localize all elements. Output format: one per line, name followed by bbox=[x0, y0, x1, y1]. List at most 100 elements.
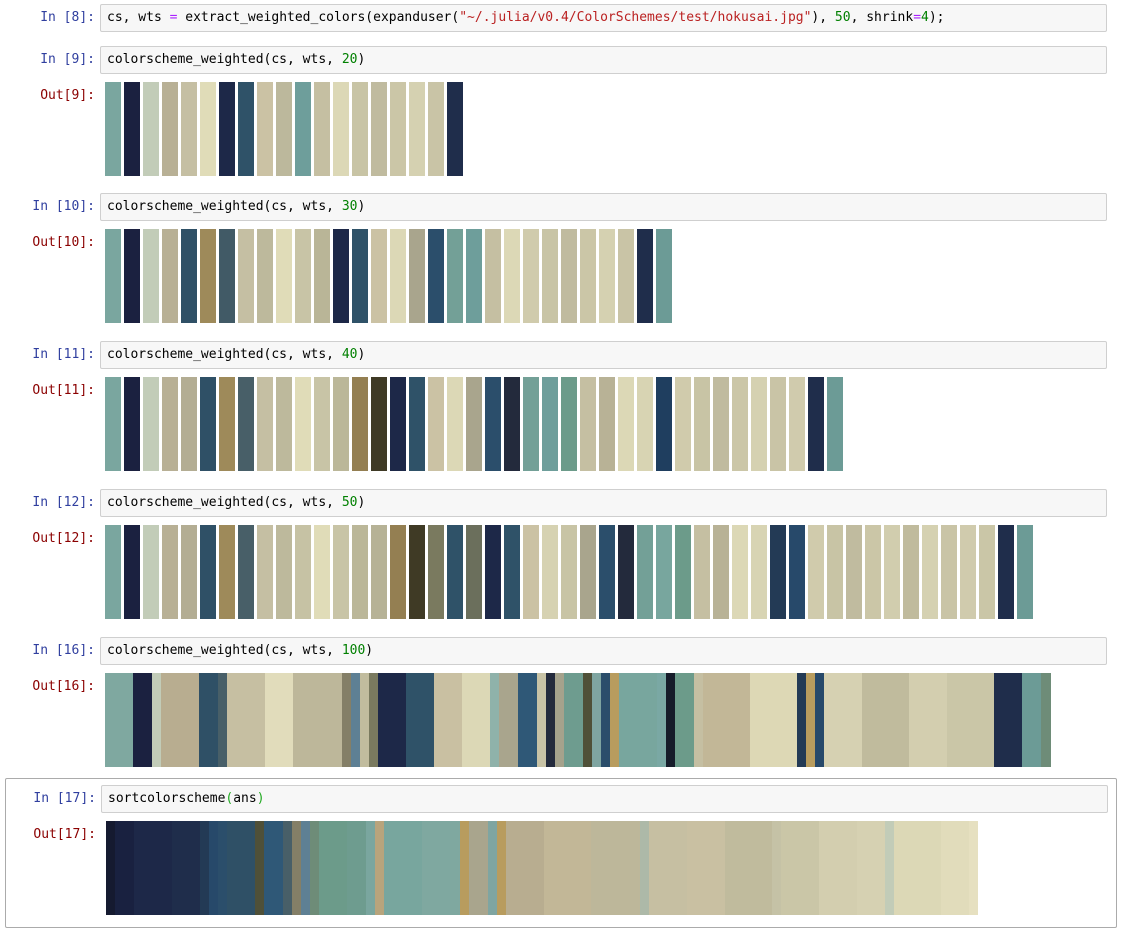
color-swatch bbox=[276, 229, 292, 323]
notebook-cell[interactable]: In [9]: colorscheme_weighted(cs, wts, 20)… bbox=[5, 46, 1115, 188]
color-swatch bbox=[903, 525, 919, 619]
color-swatch bbox=[257, 82, 273, 176]
color-swatch bbox=[181, 82, 197, 176]
color-swatch bbox=[469, 821, 488, 915]
color-swatch bbox=[409, 525, 425, 619]
output-prompt: Out[10]: bbox=[32, 235, 95, 250]
color-swatch bbox=[797, 673, 806, 767]
color-swatch bbox=[283, 821, 292, 915]
color-swatch bbox=[618, 229, 634, 323]
color-swatch bbox=[824, 673, 862, 767]
color-swatch bbox=[815, 673, 824, 767]
color-swatch bbox=[105, 229, 121, 323]
color-swatch-strip bbox=[105, 673, 1051, 767]
color-swatch bbox=[295, 229, 311, 323]
color-swatch bbox=[301, 821, 310, 915]
color-swatch bbox=[105, 673, 133, 767]
color-swatch bbox=[619, 673, 657, 767]
color-swatch bbox=[200, 525, 216, 619]
input-prompt: In [8]: bbox=[40, 10, 95, 25]
color-swatch bbox=[200, 377, 216, 471]
code-input[interactable]: colorscheme_weighted(cs, wts, 100) bbox=[100, 637, 1107, 665]
color-swatch bbox=[351, 673, 360, 767]
notebook-cell[interactable]: In [10]: colorscheme_weighted(cs, wts, 30… bbox=[5, 193, 1115, 335]
color-swatch bbox=[352, 229, 368, 323]
color-swatch bbox=[219, 377, 235, 471]
notebook-cell[interactable]: In [17]: sortcolorscheme(ans) Out[17]: bbox=[5, 778, 1117, 928]
code-input[interactable]: colorscheme_weighted(cs, wts, 20) bbox=[100, 46, 1107, 74]
color-swatch bbox=[143, 229, 159, 323]
notebook-cell[interactable]: In [16]: colorscheme_weighted(cs, wts, 10… bbox=[5, 637, 1115, 779]
notebook-cell[interactable]: In [8]: cs, wts = extract_weighted_colors… bbox=[5, 4, 1115, 34]
output-prompt: Out[17]: bbox=[33, 827, 96, 842]
notebook-cell[interactable]: In [12]: colorscheme_weighted(cs, wts, 50… bbox=[5, 489, 1115, 631]
color-swatch bbox=[390, 377, 406, 471]
color-swatch bbox=[462, 673, 490, 767]
code-token: colorscheme_weighted(cs, wts, bbox=[107, 347, 342, 362]
color-swatch bbox=[422, 821, 460, 915]
color-swatch bbox=[542, 377, 558, 471]
code-token: ) bbox=[357, 199, 366, 214]
color-swatch bbox=[675, 673, 694, 767]
color-swatch bbox=[162, 525, 178, 619]
color-swatch bbox=[276, 377, 292, 471]
color-swatch bbox=[610, 673, 619, 767]
color-swatch bbox=[181, 377, 197, 471]
code-input[interactable]: colorscheme_weighted(cs, wts, 50) bbox=[100, 489, 1107, 517]
code-input[interactable]: cs, wts = extract_weighted_colors(expand… bbox=[100, 4, 1107, 32]
color-swatch bbox=[447, 525, 463, 619]
color-swatch bbox=[133, 673, 152, 767]
color-swatch bbox=[523, 229, 539, 323]
code-token-paren: ( bbox=[225, 791, 234, 806]
color-swatch bbox=[546, 673, 555, 767]
color-swatch bbox=[371, 82, 387, 176]
code-input[interactable]: colorscheme_weighted(cs, wts, 30) bbox=[100, 193, 1107, 221]
color-swatch bbox=[656, 377, 672, 471]
color-swatch bbox=[105, 377, 121, 471]
color-swatch bbox=[649, 821, 687, 915]
color-swatch bbox=[200, 821, 209, 915]
color-swatch bbox=[789, 377, 805, 471]
color-swatch bbox=[124, 82, 140, 176]
color-swatch bbox=[591, 821, 640, 915]
color-swatch bbox=[555, 673, 564, 767]
color-swatch bbox=[390, 229, 406, 323]
color-swatch bbox=[162, 82, 178, 176]
color-swatch bbox=[485, 377, 501, 471]
color-swatch bbox=[979, 525, 995, 619]
color-swatch bbox=[199, 673, 218, 767]
color-swatch bbox=[1017, 525, 1033, 619]
color-swatch bbox=[333, 82, 349, 176]
code-input[interactable]: sortcolorscheme(ans) bbox=[101, 785, 1108, 813]
color-swatch bbox=[352, 82, 368, 176]
color-swatch-strip bbox=[106, 821, 978, 915]
color-swatch-strip bbox=[105, 525, 1033, 619]
color-swatch bbox=[257, 229, 273, 323]
color-swatch bbox=[637, 525, 653, 619]
code-token-op: = bbox=[169, 10, 178, 25]
color-swatch bbox=[428, 82, 444, 176]
color-swatch bbox=[725, 821, 772, 915]
color-swatch bbox=[599, 229, 615, 323]
color-swatch bbox=[255, 821, 264, 915]
color-swatch bbox=[295, 377, 311, 471]
color-swatch bbox=[537, 673, 546, 767]
color-swatch bbox=[162, 377, 178, 471]
code-input[interactable]: colorscheme_weighted(cs, wts, 40) bbox=[100, 341, 1107, 369]
color-swatch bbox=[656, 525, 672, 619]
color-swatch bbox=[618, 377, 634, 471]
color-swatch bbox=[447, 377, 463, 471]
color-swatch bbox=[124, 525, 140, 619]
notebook-cell[interactable]: In [11]: colorscheme_weighted(cs, wts, 40… bbox=[5, 341, 1115, 483]
color-swatch bbox=[105, 82, 121, 176]
output-prompt: Out[9]: bbox=[40, 88, 95, 103]
color-swatch bbox=[789, 525, 805, 619]
color-swatch bbox=[295, 82, 311, 176]
color-swatch bbox=[115, 821, 134, 915]
color-swatch bbox=[447, 82, 463, 176]
color-swatch bbox=[772, 821, 781, 915]
color-swatch bbox=[601, 673, 610, 767]
input-prompt: In [12]: bbox=[32, 495, 95, 510]
color-swatch-strip bbox=[105, 377, 843, 471]
output-prompt: Out[11]: bbox=[32, 383, 95, 398]
